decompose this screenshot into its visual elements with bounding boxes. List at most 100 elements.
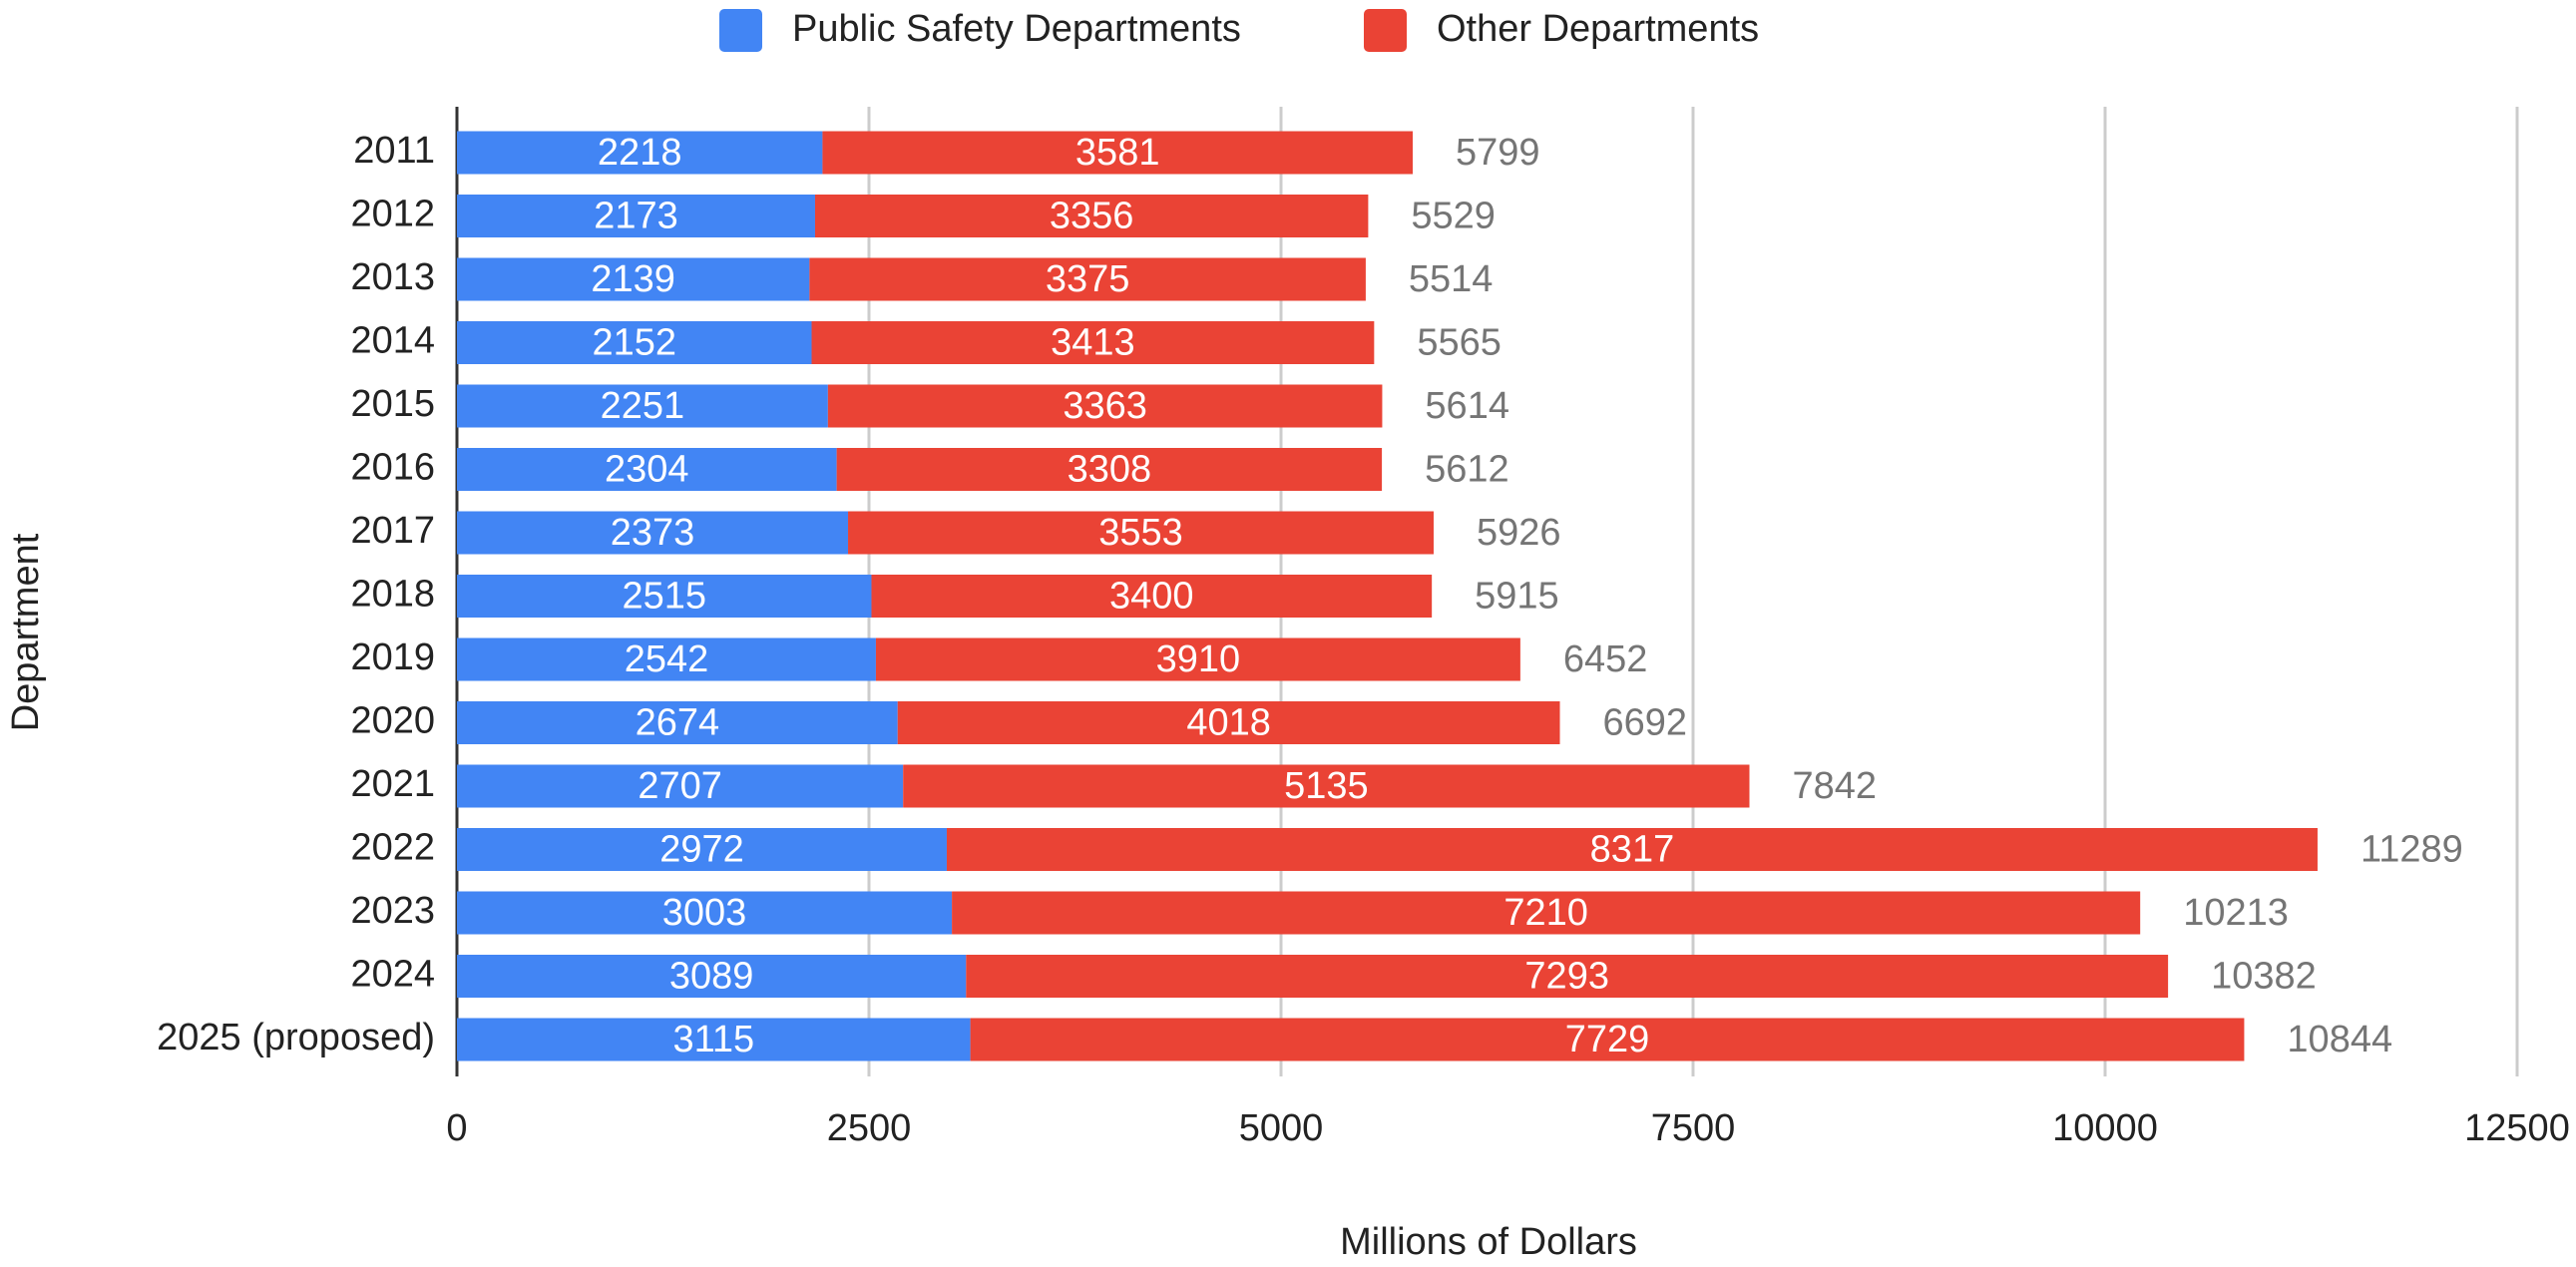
y-tick-label: 2011 <box>353 130 435 172</box>
data-label: 2972 <box>659 829 744 871</box>
x-tick-label: 10000 <box>2052 1107 2158 1149</box>
data-label: 3375 <box>1046 258 1130 300</box>
total-label: 5614 <box>1425 385 1509 427</box>
bar-segment <box>952 891 2141 935</box>
y-tick-label: 2014 <box>350 320 435 362</box>
data-label: 2542 <box>625 638 709 680</box>
bar-segment <box>871 575 1433 618</box>
y-tick-label: 2022 <box>350 827 435 869</box>
total-label: 10213 <box>2183 892 2289 934</box>
total-label: 5915 <box>1475 576 1559 618</box>
data-label: 2304 <box>605 449 689 491</box>
x-tick-label: 0 <box>446 1107 467 1149</box>
data-label: 2373 <box>611 512 695 554</box>
data-label: 3308 <box>1068 449 1152 491</box>
x-axis-title: Millions of Dollars <box>1340 1221 1637 1263</box>
y-tick-label: 2016 <box>350 447 435 489</box>
total-label: 7842 <box>1792 765 1877 807</box>
total-label: 10844 <box>2287 1019 2392 1060</box>
x-tick-label: 5000 <box>1239 1107 1324 1149</box>
legend-label: Public Safety Departments <box>792 8 1241 50</box>
bar-segment <box>822 131 1413 175</box>
bar-segment <box>966 955 2169 998</box>
bar-segment <box>457 195 815 237</box>
bar-segment <box>946 828 2318 871</box>
data-label: 3413 <box>1051 322 1135 364</box>
y-tick-label: 2024 <box>350 954 435 996</box>
data-label: 4018 <box>1186 702 1271 744</box>
bar-segment <box>457 828 947 871</box>
data-label: 2218 <box>598 132 682 174</box>
total-label: 10382 <box>2211 956 2317 998</box>
bar-segment <box>848 511 1434 555</box>
x-tick-label: 7500 <box>1651 1107 1736 1149</box>
legend-swatch <box>1364 9 1407 52</box>
data-label: 2707 <box>638 765 722 807</box>
bar-segment <box>457 448 837 491</box>
total-label: 5529 <box>1411 196 1496 237</box>
data-label: 2139 <box>591 258 675 300</box>
legend-label: Other Departments <box>1437 8 1759 50</box>
bar-segment <box>457 321 812 364</box>
bar-segment <box>457 131 823 175</box>
data-label: 3363 <box>1063 385 1147 427</box>
total-label: 11289 <box>2361 829 2463 871</box>
bar-segment <box>457 575 872 618</box>
bar-segment <box>457 891 953 935</box>
data-label: 7729 <box>1565 1019 1650 1060</box>
total-label: 5799 <box>1456 132 1540 174</box>
data-label: 3356 <box>1050 196 1134 237</box>
y-tick-label: 2017 <box>350 510 435 552</box>
y-tick-label: 2018 <box>350 574 435 616</box>
total-label: 6452 <box>1563 638 1648 680</box>
bar-segment <box>457 511 849 555</box>
y-tick-label: 2025 (proposed) <box>157 1017 435 1058</box>
legend-swatch <box>719 9 762 52</box>
bar-segment <box>457 637 876 681</box>
data-label: 5135 <box>1284 765 1369 807</box>
data-label: 2173 <box>594 196 678 237</box>
y-tick-label: 2021 <box>350 763 435 805</box>
data-label: 3089 <box>669 956 754 998</box>
data-label: 2674 <box>636 702 720 744</box>
y-tick-label: 2015 <box>350 383 435 425</box>
x-tick-label: 12500 <box>2464 1107 2570 1149</box>
data-label: 3003 <box>662 892 747 934</box>
bar-segment <box>457 257 810 301</box>
data-label: 3553 <box>1098 512 1183 554</box>
bar-segment <box>457 955 967 998</box>
y-tick-label: 2012 <box>350 194 435 235</box>
y-tick-label: 2023 <box>350 890 435 932</box>
bar-segment <box>875 637 1520 681</box>
data-label: 3115 <box>672 1019 754 1060</box>
total-label: 6692 <box>1603 702 1688 744</box>
bar-segment <box>457 1018 971 1061</box>
data-label: 3581 <box>1075 132 1160 174</box>
y-tick-label: 2019 <box>350 636 435 678</box>
total-label: 5514 <box>1409 258 1494 300</box>
bar-segment <box>903 764 1750 808</box>
y-axis-title: Department <box>5 533 47 731</box>
bar-segment <box>970 1018 2245 1061</box>
data-label: 8317 <box>1590 829 1675 871</box>
total-label: 5926 <box>1477 512 1561 554</box>
bar-segment <box>457 701 898 744</box>
bar-segment <box>809 257 1366 301</box>
data-label: 7210 <box>1503 892 1588 934</box>
y-tick-label: 2013 <box>350 256 435 298</box>
total-label: 5565 <box>1417 322 1502 364</box>
data-label: 7293 <box>1524 956 1609 998</box>
data-label: 3910 <box>1156 638 1241 680</box>
total-label: 5612 <box>1425 449 1509 491</box>
bar-segment <box>457 764 904 808</box>
data-label: 2251 <box>601 385 685 427</box>
bar-segment <box>827 384 1383 428</box>
bar-segment <box>457 384 828 428</box>
bar-segment <box>811 321 1375 364</box>
y-tick-label: 2020 <box>350 700 435 742</box>
x-tick-label: 2500 <box>827 1107 912 1149</box>
bar-segment <box>836 448 1383 491</box>
data-label: 3400 <box>1109 576 1194 618</box>
data-label: 2515 <box>622 576 706 618</box>
